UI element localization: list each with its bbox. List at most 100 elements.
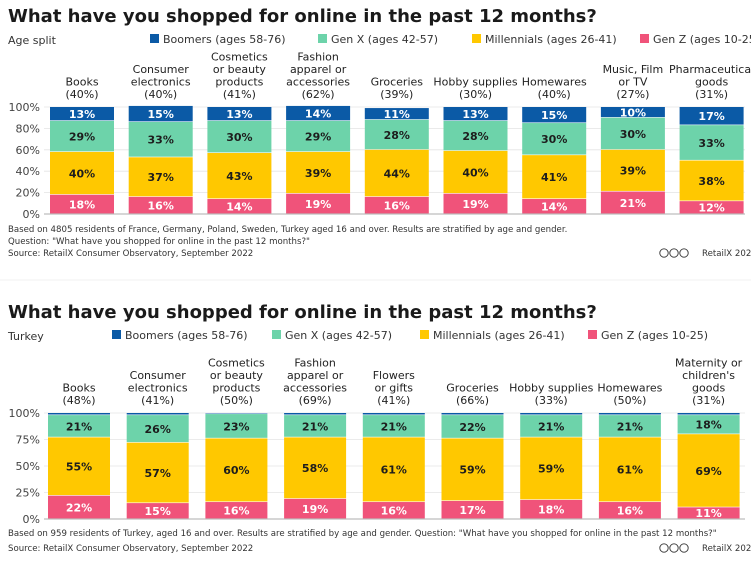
- data-label: 17%: [459, 504, 485, 517]
- category-label: goods: [692, 382, 725, 395]
- y-tick-label: 50%: [16, 460, 40, 473]
- legend-label: Millennials (ages 26-41): [433, 329, 565, 342]
- bar-segment: [678, 413, 740, 415]
- data-label: 16%: [617, 505, 643, 518]
- data-label: 14%: [541, 201, 567, 214]
- category-label: (50%): [220, 394, 253, 407]
- cc-icon: [660, 544, 668, 552]
- data-label: 22%: [459, 421, 485, 434]
- y-tick-label: 80%: [16, 122, 40, 135]
- category-label: Cosmetics: [208, 357, 265, 370]
- y-tick-label: 25%: [16, 487, 40, 500]
- data-label: 43%: [226, 170, 252, 183]
- data-label: 16%: [381, 505, 407, 518]
- category-label: (50%): [613, 394, 646, 407]
- category-label: (41%): [141, 394, 174, 407]
- data-label: 17%: [698, 110, 724, 123]
- data-label: 29%: [305, 130, 331, 143]
- data-label: 30%: [226, 131, 252, 144]
- category-label: products: [215, 76, 263, 89]
- legend-label: Gen Z (ages 10-25): [601, 329, 708, 342]
- nd-icon: [680, 544, 688, 552]
- data-label: 30%: [620, 128, 646, 141]
- legend-label: Millennials (ages 26-41): [485, 33, 617, 46]
- legend-swatch: [318, 34, 327, 43]
- data-label: 41%: [541, 171, 567, 184]
- data-label: 15%: [145, 505, 171, 518]
- category-label: accessories: [286, 76, 350, 89]
- legend-label: Boomers (ages 58-76): [163, 33, 286, 46]
- chart-title: What have you shopped for online in the …: [8, 302, 597, 323]
- category-label: or beauty: [213, 63, 267, 76]
- data-label: 61%: [381, 464, 407, 477]
- footnote: Source: RetailX Consumer Observatory, Se…: [8, 544, 253, 554]
- category-label: Books: [62, 382, 95, 395]
- data-label: 30%: [541, 133, 567, 146]
- category-label: Books: [65, 76, 98, 89]
- legend-label: Gen Z (ages 10-25): [653, 33, 751, 46]
- chart-2: What have you shopped for online in the …: [7, 302, 751, 554]
- data-label: 21%: [302, 420, 328, 433]
- category-label: Groceries: [446, 382, 499, 395]
- data-label: 44%: [384, 167, 410, 180]
- data-label: 28%: [384, 129, 410, 142]
- data-label: 69%: [695, 465, 721, 478]
- cc-icon: [660, 249, 668, 257]
- data-label: 33%: [148, 134, 174, 147]
- category-label: (30%): [459, 88, 492, 101]
- data-label: 10%: [620, 106, 646, 119]
- legend-swatch: [472, 34, 481, 43]
- data-label: 28%: [462, 130, 488, 143]
- data-label: 19%: [305, 198, 331, 211]
- data-label: 21%: [381, 420, 407, 433]
- data-label: 12%: [698, 202, 724, 215]
- by-icon: [670, 249, 678, 257]
- data-label: 22%: [66, 501, 92, 514]
- category-label: or beauty: [210, 369, 264, 382]
- data-label: 19%: [462, 198, 488, 211]
- data-label: 11%: [695, 507, 721, 520]
- category-label: Consumer: [133, 63, 190, 76]
- category-label: apparel or: [287, 369, 344, 382]
- category-label: (40%): [538, 88, 571, 101]
- legend-swatch: [112, 330, 121, 339]
- legend-swatch: [420, 330, 429, 339]
- category-label: Cosmetics: [211, 51, 268, 64]
- data-label: 15%: [541, 109, 567, 122]
- data-label: 14%: [305, 107, 331, 120]
- category-label: (41%): [377, 394, 410, 407]
- data-label: 39%: [305, 167, 331, 180]
- category-label: Fashion: [297, 51, 339, 64]
- category-label: (41%): [223, 88, 256, 101]
- data-label: 57%: [145, 467, 171, 480]
- data-label: 11%: [384, 108, 410, 121]
- data-label: 40%: [462, 166, 488, 179]
- category-label: electronics: [128, 382, 188, 395]
- legend-label: Gen X (ages 42-57): [331, 33, 438, 46]
- footnote: Based on 959 residents of Turkey, aged 1…: [8, 529, 717, 539]
- data-label: 29%: [69, 130, 95, 143]
- category-label: or gifts: [375, 382, 414, 395]
- category-label: products: [212, 382, 260, 395]
- legend-swatch: [588, 330, 597, 339]
- data-label: 21%: [538, 420, 564, 433]
- data-label: 59%: [459, 464, 485, 477]
- chart-title: What have you shopped for online in the …: [8, 6, 597, 27]
- category-label: Homewares: [522, 76, 587, 89]
- y-tick-label: 40%: [16, 165, 40, 178]
- category-label: (62%): [302, 88, 335, 101]
- category-label: accessories: [283, 382, 347, 395]
- category-label: apparel or: [290, 63, 347, 76]
- category-label: (40%): [65, 88, 98, 101]
- category-label: Hobby supplies: [509, 382, 594, 395]
- chart-1: What have you shopped for online in the …: [8, 6, 751, 259]
- category-label: Pharmaceutical: [669, 63, 751, 76]
- category-label: Fashion: [294, 357, 336, 370]
- bar-segment: [599, 413, 661, 415]
- data-label: 33%: [698, 137, 724, 150]
- y-tick-label: 60%: [16, 144, 40, 157]
- data-label: 18%: [695, 419, 721, 432]
- bar-segment: [520, 413, 582, 415]
- data-label: 21%: [66, 420, 92, 433]
